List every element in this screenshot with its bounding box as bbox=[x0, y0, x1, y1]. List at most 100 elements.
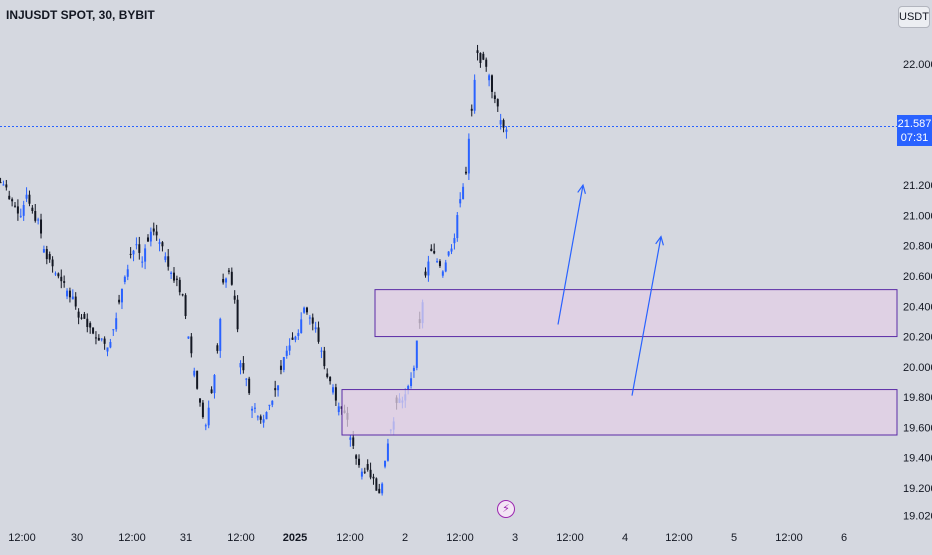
y-tick-label: 19.200 bbox=[903, 483, 932, 495]
candle-down bbox=[352, 437, 355, 446]
arrow-annotations bbox=[557, 183, 664, 396]
candle-up bbox=[300, 319, 303, 334]
candle-up bbox=[488, 75, 491, 81]
y-tick-label: 20.200 bbox=[903, 332, 932, 344]
trend-arrow-head bbox=[577, 183, 586, 194]
y-tick-label: 20.800 bbox=[903, 241, 932, 253]
candle-up bbox=[225, 278, 228, 283]
candle-up bbox=[141, 261, 144, 263]
candle-up bbox=[207, 407, 210, 426]
candle-up bbox=[271, 400, 274, 405]
candle-up bbox=[253, 407, 256, 409]
candle-down bbox=[470, 108, 473, 111]
lightning-icon[interactable]: ⚡ bbox=[497, 500, 515, 518]
candle-down bbox=[476, 50, 479, 54]
y-tick-label: 20.400 bbox=[903, 301, 932, 313]
candle-up bbox=[415, 340, 418, 368]
candle-down bbox=[329, 376, 332, 382]
candle-up bbox=[164, 256, 167, 260]
candle-down bbox=[479, 53, 482, 64]
candle-down bbox=[8, 195, 11, 200]
candle-down bbox=[161, 242, 164, 247]
y-tick-label: 19.020 bbox=[903, 510, 932, 522]
countdown-timer: 07:31 bbox=[900, 132, 929, 144]
candle-down bbox=[358, 458, 361, 466]
candle-up bbox=[412, 367, 415, 371]
candle-up bbox=[219, 318, 222, 351]
candle-down bbox=[438, 261, 441, 267]
candle-down bbox=[369, 469, 372, 478]
candle-down bbox=[433, 251, 436, 254]
candle-down bbox=[11, 199, 14, 202]
candle-up bbox=[331, 387, 334, 393]
candle-down bbox=[63, 281, 66, 283]
candle-up bbox=[303, 307, 306, 313]
trend-arrow-line bbox=[557, 185, 584, 325]
trend-arrow-head bbox=[655, 235, 664, 246]
candle-up bbox=[187, 336, 190, 339]
x-tick-label: 12:00 bbox=[227, 532, 255, 544]
candle-down bbox=[31, 207, 34, 212]
candle-down bbox=[366, 463, 369, 470]
candle-down bbox=[230, 271, 233, 285]
candle-down bbox=[167, 256, 170, 267]
candle-down bbox=[375, 478, 378, 491]
candle-up bbox=[100, 338, 103, 340]
candle-up bbox=[459, 199, 462, 204]
candle-up bbox=[288, 345, 291, 351]
y-tick-label: 21.200 bbox=[903, 180, 932, 192]
x-tick-label: 12:00 bbox=[775, 532, 803, 544]
candle-up bbox=[265, 412, 268, 420]
candle-down bbox=[68, 290, 71, 298]
current-price-badge: 21.587 07:31 bbox=[897, 115, 932, 146]
candle-up bbox=[25, 194, 28, 199]
candle-up bbox=[462, 186, 465, 200]
candle-down bbox=[430, 248, 433, 252]
zone-annotations bbox=[341, 289, 898, 436]
candle-down bbox=[97, 337, 100, 341]
candle-down bbox=[16, 206, 19, 214]
candle-down bbox=[311, 317, 314, 324]
candle-up bbox=[42, 249, 45, 253]
candle-up bbox=[268, 404, 271, 406]
candle-up bbox=[314, 327, 317, 330]
currency-button[interactable]: USDT bbox=[898, 6, 930, 28]
candle-down bbox=[184, 295, 187, 316]
candle-up bbox=[444, 262, 447, 272]
candle-down bbox=[334, 387, 337, 401]
y-axis-ticks: 22.000 21.200 21.000 20.800 20.600 20.400 20.2… bbox=[903, 59, 932, 522]
x-tick-label: 31 bbox=[180, 532, 192, 544]
candle-up bbox=[71, 296, 74, 300]
candle-down bbox=[181, 294, 184, 296]
candle-up bbox=[256, 416, 259, 418]
candle-up bbox=[54, 273, 57, 275]
candle-up bbox=[473, 79, 476, 111]
y-tick-label: 22.000 bbox=[903, 59, 932, 71]
candle-up bbox=[19, 215, 22, 217]
candle-up bbox=[115, 318, 118, 330]
candle-down bbox=[216, 345, 219, 351]
candle-down bbox=[40, 219, 43, 234]
candle-down bbox=[482, 53, 485, 60]
candle-down bbox=[155, 231, 158, 236]
candle-down bbox=[233, 295, 236, 300]
candle-down bbox=[103, 338, 106, 344]
candle-up bbox=[239, 363, 242, 368]
candle-down bbox=[146, 237, 149, 242]
candle-down bbox=[242, 363, 245, 371]
candle-up bbox=[213, 375, 216, 394]
candle-up bbox=[106, 347, 109, 352]
trend-arrow-line bbox=[631, 236, 662, 396]
current-price-value: 21.587 bbox=[897, 118, 932, 130]
candle-down bbox=[196, 370, 199, 389]
candle-up bbox=[407, 385, 410, 390]
candle-up bbox=[337, 406, 340, 413]
candle-down bbox=[326, 373, 329, 377]
candle-up bbox=[308, 317, 311, 319]
candle-down bbox=[28, 194, 31, 204]
candle-up bbox=[436, 261, 439, 263]
candle-down bbox=[259, 416, 262, 420]
candle-up bbox=[193, 370, 196, 376]
